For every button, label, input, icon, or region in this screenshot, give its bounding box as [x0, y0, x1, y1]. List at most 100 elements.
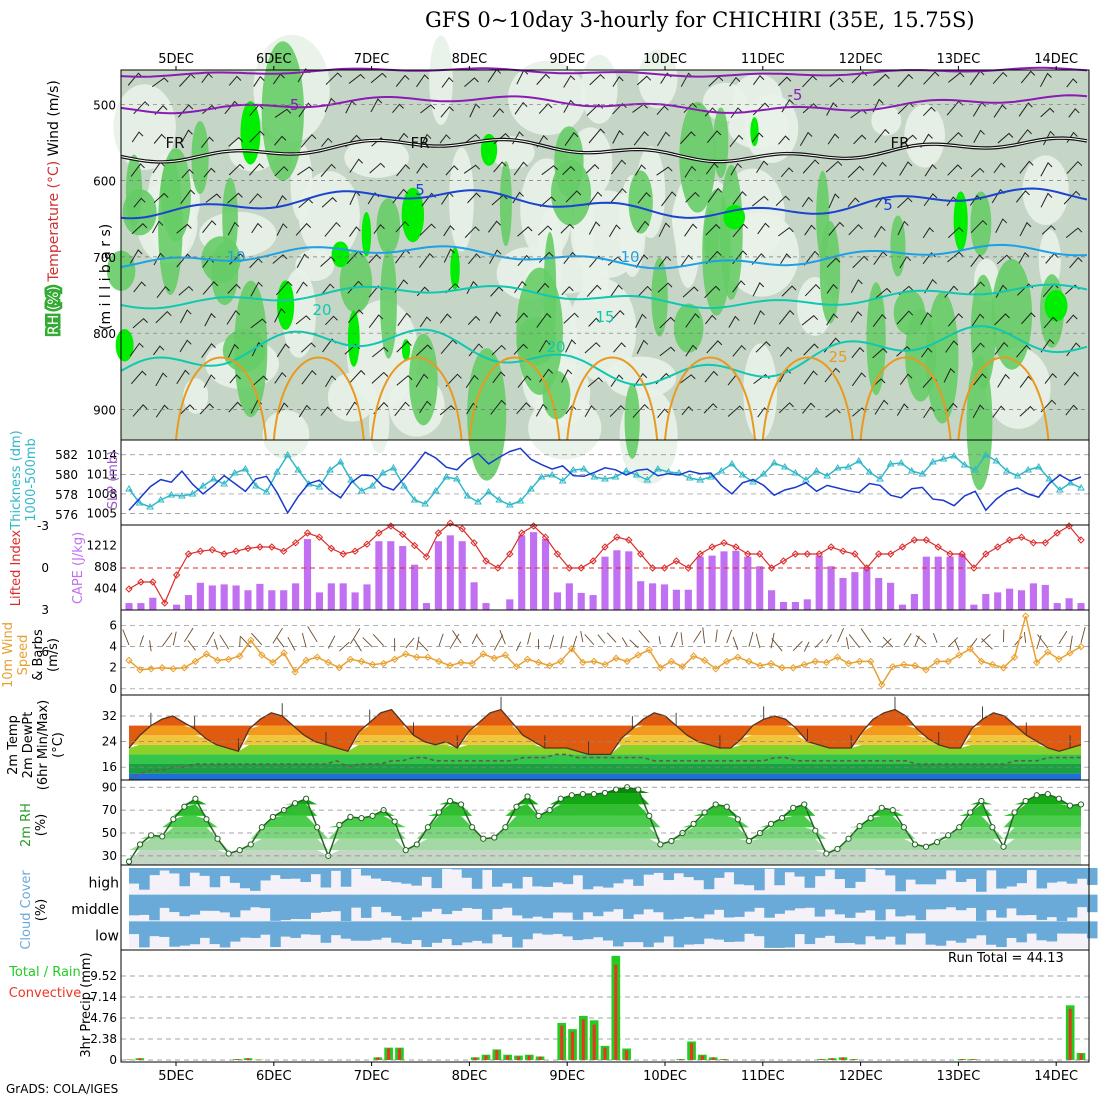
cape-bar	[732, 550, 740, 610]
precip-convective-bar	[376, 1057, 380, 1060]
lifted-index-point	[553, 550, 562, 558]
wind-speed-point	[125, 656, 133, 665]
wind-barb	[176, 369, 190, 385]
wind-barb	[993, 162, 1006, 174]
cloud-cell	[391, 894, 402, 916]
wind-barb	[1044, 373, 1057, 384]
cloud-cell	[360, 894, 372, 918]
thickness-point	[844, 463, 853, 470]
wind-barb	[803, 250, 820, 266]
wind-speed-point	[512, 662, 521, 671]
cloud-cell	[431, 868, 443, 889]
wind-speed-point	[490, 654, 499, 662]
wind-barb	[515, 312, 529, 324]
cloud-cell	[764, 894, 775, 918]
lifted-index-point	[1077, 536, 1085, 544]
ytick-label: 1011	[86, 467, 117, 481]
cloud-cell	[340, 868, 352, 887]
wind-speed-point	[368, 660, 377, 669]
wind-barb	[276, 223, 288, 236]
rh2m-point	[214, 835, 221, 842]
rh2m-point	[1000, 843, 1007, 850]
cloud-cell	[401, 921, 412, 944]
wind-speed-point	[977, 657, 986, 666]
wind-ylabel: Speed	[16, 635, 31, 676]
precip-convective-bar	[690, 1043, 694, 1060]
rh2m-point	[446, 797, 454, 805]
ytick-label: 0	[109, 1053, 117, 1067]
wind-barb	[538, 339, 551, 353]
wind-barb-10m	[981, 633, 991, 643]
wind-speed-point	[1077, 642, 1085, 651]
cloud-cell	[976, 894, 987, 921]
cape-bar	[756, 566, 764, 610]
lifted-index-point	[910, 536, 919, 544]
wind-barb-10m	[272, 627, 283, 644]
cloud-row-label: middle	[71, 902, 119, 918]
wind-barb	[801, 196, 813, 208]
rh-saturated-patch	[240, 101, 261, 165]
wind-barb	[751, 253, 766, 265]
wind-barb	[853, 134, 867, 145]
wind-barb-10m	[307, 626, 318, 643]
wind-speed-point	[811, 657, 820, 666]
precip-convective-bar	[581, 1019, 585, 1060]
wind-barb	[489, 311, 502, 324]
cloud-cell	[744, 894, 755, 912]
wind-barb	[251, 222, 263, 234]
wind-barb	[560, 223, 575, 234]
rh-moist-patch	[125, 154, 143, 228]
wind-barb	[561, 286, 574, 296]
cape-bar	[244, 590, 252, 610]
wind-barb	[584, 342, 601, 354]
wind-barb	[801, 315, 819, 326]
wind-barb	[491, 344, 507, 356]
temp-ylabel: (6hr Min/Max)	[36, 700, 51, 790]
lifted-index-point	[303, 529, 312, 537]
wind-barb-10m	[362, 637, 373, 648]
thickness-point	[135, 499, 144, 506]
wind-barb	[274, 166, 289, 177]
rh-moist-patch	[628, 170, 653, 234]
cloud-cell	[310, 894, 322, 913]
cloud-cell	[532, 921, 543, 934]
wind-barb	[994, 313, 1010, 326]
wind-barb-10m	[549, 634, 555, 650]
wind-barb	[924, 164, 937, 177]
rh2m-point	[601, 789, 609, 797]
precip-convective-bar	[841, 1057, 845, 1060]
cloud-cell	[239, 868, 251, 889]
wind-barb	[561, 369, 573, 383]
wind-barb-10m	[527, 632, 531, 645]
lifted-index-point	[601, 543, 609, 551]
wind-speed-point	[280, 649, 288, 657]
precip-convective-bar	[235, 1059, 239, 1060]
wind-barb-10m	[755, 633, 761, 649]
cloud-cell	[1086, 921, 1098, 939]
wind-barb	[636, 339, 649, 354]
wind-barb	[227, 343, 239, 358]
cloud-cell	[965, 921, 977, 939]
thickness-point	[283, 451, 292, 458]
cape-bar	[232, 585, 240, 610]
wind-speed-point	[889, 662, 897, 671]
wind-barb	[633, 131, 649, 146]
wind-speed-point	[335, 664, 344, 672]
wind-barb	[947, 226, 964, 239]
rh2m-point	[1077, 801, 1085, 808]
cloud-cell	[744, 921, 755, 934]
cloud-cell	[713, 921, 725, 940]
ytick-label: 16	[102, 760, 117, 774]
precip-convective-bar	[1068, 1008, 1072, 1060]
rh-moist-patch	[380, 247, 397, 359]
ytick-label: 9.52	[90, 969, 117, 983]
wind-barb	[1066, 160, 1083, 174]
cloud-cell	[310, 868, 322, 875]
thickness-point	[971, 466, 980, 473]
cloud-cell	[149, 894, 160, 921]
precip-legend-conv: Convective	[9, 986, 82, 1001]
thickness-point	[950, 452, 958, 459]
rh2m-point	[956, 824, 963, 831]
wind-barb-10m	[882, 636, 894, 648]
wind-barb	[847, 165, 865, 178]
